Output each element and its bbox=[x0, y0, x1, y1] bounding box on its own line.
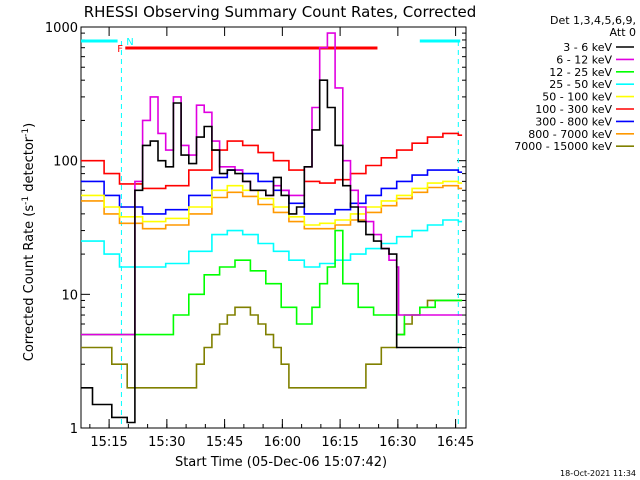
y-axis-label-mid: detector bbox=[22, 136, 37, 196]
legend-label: 25 - 50 keV bbox=[549, 78, 612, 91]
legend-header-line: Att 0 bbox=[610, 26, 636, 39]
legend-label: 50 - 100 keV bbox=[542, 91, 612, 104]
x-tick-label: 15:30 bbox=[148, 435, 185, 450]
y-tick-label: 10 bbox=[61, 288, 78, 303]
y-tick-label: 100 bbox=[53, 155, 78, 170]
footer-timestamp: 18-Oct-2021 11:34 bbox=[560, 469, 636, 478]
y-tick-label: 1 bbox=[70, 422, 78, 437]
legend-label: 12 - 25 keV bbox=[549, 66, 612, 79]
series-line-3 bbox=[81, 219, 463, 268]
legend-label: 300 - 800 keV bbox=[535, 115, 612, 128]
legend-label: 100 - 300 keV bbox=[535, 103, 612, 116]
legend-label: 800 - 7000 keV bbox=[528, 128, 612, 141]
y-axis-label-end: ) bbox=[22, 123, 37, 128]
x-tick-label: 15:15 bbox=[90, 435, 127, 450]
x-tick-label: 16:15 bbox=[321, 435, 358, 450]
legend-header-line: Det 1,3,4,5,6,9, bbox=[550, 14, 636, 27]
x-tick-label: 15:45 bbox=[206, 435, 243, 450]
series-line-0 bbox=[81, 79, 463, 424]
y-axis-label-main: Corrected Count Rate (s bbox=[22, 205, 37, 362]
legend-label: 6 - 12 keV bbox=[556, 53, 612, 66]
series-line-5 bbox=[81, 132, 463, 190]
flag-label-F: F bbox=[117, 44, 123, 55]
x-tick-label: 16:45 bbox=[437, 435, 474, 450]
y-tick-label: 1000 bbox=[45, 21, 78, 36]
plot-frame bbox=[80, 26, 467, 429]
flag-label-N: N bbox=[126, 37, 133, 48]
plot-area: 1 10 100 1000 15:15 15:30 15:45 16:00 16:15 16:30… bbox=[45, 21, 474, 450]
x-tick-label: 16:30 bbox=[379, 435, 416, 450]
x-tick-label: 16:00 bbox=[264, 435, 301, 450]
y-axis-label-sup1: -1 bbox=[21, 196, 31, 205]
series-line-4 bbox=[81, 180, 463, 226]
series-line-8 bbox=[81, 299, 463, 389]
y-axis-label-sup2: -1 bbox=[21, 128, 31, 137]
x-axis-label: Start Time (05-Dec-06 15:07:42) bbox=[175, 455, 387, 470]
chart-title: RHESSI Observing Summary Count Rates, Co… bbox=[84, 3, 477, 21]
y-axis-label: Corrected Count Rate (s-1 detector-1) bbox=[21, 123, 37, 361]
legend-label: 7000 - 15000 keV bbox=[514, 140, 612, 153]
series-line-6 bbox=[81, 169, 463, 215]
legend-label: 3 - 6 keV bbox=[563, 41, 612, 54]
series-line-2 bbox=[81, 229, 463, 336]
svg-text:Corrected Count Rate (s-1 dete: Corrected Count Rate (s-1 detector-1) bbox=[21, 123, 37, 361]
